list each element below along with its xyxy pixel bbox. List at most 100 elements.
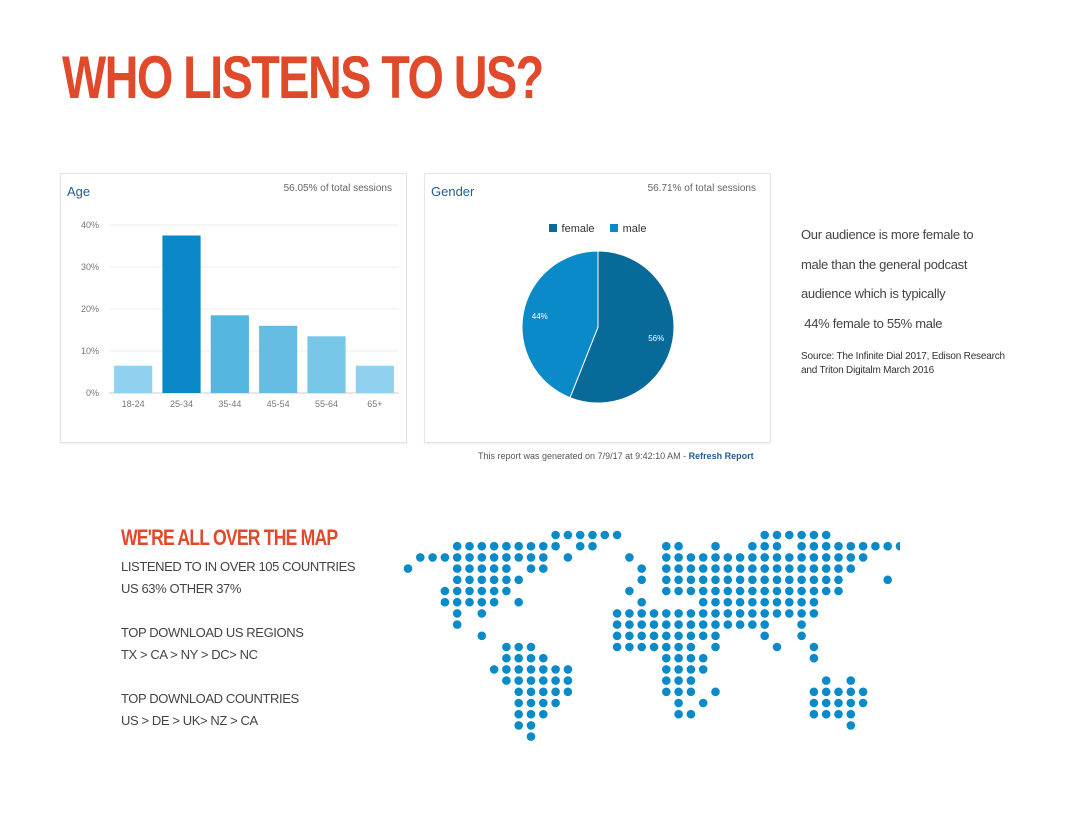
- legend-label-male: male: [622, 223, 647, 235]
- gender-card-title: Gender: [431, 184, 475, 199]
- y-tick-label: 30%: [81, 262, 99, 272]
- map-dot: [662, 586, 671, 596]
- map-dot: [551, 676, 560, 685]
- map-dot: [477, 609, 487, 618]
- map-dot: [526, 564, 536, 573]
- insight-line: 44% female to 55% male: [801, 315, 943, 331]
- map-dot: [637, 564, 646, 573]
- map-dot: [489, 575, 499, 585]
- map-dot: [809, 698, 819, 708]
- map-dot: [662, 653, 671, 663]
- map-dot: [723, 586, 733, 596]
- map-dot: [834, 564, 843, 573]
- map-dot: [846, 721, 856, 730]
- map-dot: [686, 620, 696, 629]
- legend-label-female: female: [561, 223, 595, 235]
- stat-spacer: [121, 601, 355, 623]
- map-dot: [797, 597, 806, 607]
- map-dot: [846, 709, 856, 719]
- map-dot: [772, 530, 782, 540]
- map-dot: [760, 586, 769, 596]
- map-dot: [895, 541, 900, 551]
- x-tick-label: 35-44: [218, 399, 241, 409]
- map-dot: [452, 597, 462, 607]
- map-dot: [686, 676, 696, 685]
- insight-line: Our audience is more female to: [801, 227, 974, 242]
- source-note: Source: The Infinite Dial 2017, Edison R…: [801, 351, 1005, 376]
- age-bar: [162, 235, 201, 393]
- map-dot: [797, 586, 806, 596]
- map-dot: [748, 553, 757, 562]
- map-dot: [465, 541, 474, 551]
- map-dot: [785, 609, 794, 618]
- map-dot: [526, 709, 536, 719]
- map-dot: [846, 676, 856, 685]
- map-dot: [674, 586, 683, 596]
- map-dot: [760, 530, 769, 540]
- map-dot: [489, 597, 499, 607]
- map-dot: [698, 586, 708, 596]
- map-dot: [674, 676, 683, 685]
- map-dot: [735, 597, 745, 607]
- map-dot: [502, 642, 511, 652]
- pie-label-male: 44%: [532, 312, 548, 321]
- map-dot: [514, 653, 523, 663]
- gender-legend: female male: [425, 223, 770, 235]
- stat-line: TOP DOWNLOAD COUNTRIES: [121, 691, 299, 706]
- map-dot: [686, 687, 696, 697]
- map-dot: [686, 609, 696, 618]
- map-dot: [821, 709, 831, 719]
- map-dot: [514, 575, 523, 585]
- map-dot: [452, 586, 462, 596]
- map-dot: [686, 642, 696, 652]
- map-dot: [662, 553, 671, 562]
- map-dot: [674, 687, 683, 697]
- map-dot: [723, 553, 733, 562]
- map-dot: [772, 586, 782, 596]
- refresh-report-link[interactable]: Refresh Report: [688, 451, 754, 461]
- stat-line: TOP DOWNLOAD US REGIONS: [121, 625, 304, 640]
- map-dot: [612, 609, 622, 618]
- y-tick-label: 10%: [81, 346, 99, 356]
- map-dot: [772, 553, 782, 562]
- map-dot: [563, 665, 573, 674]
- map-dot: [821, 530, 831, 540]
- map-dot: [526, 541, 536, 551]
- map-dot: [674, 709, 683, 719]
- map-dot: [723, 609, 733, 618]
- map-dot: [797, 553, 806, 562]
- map-dot: [785, 553, 794, 562]
- male-swatch: [609, 224, 618, 232]
- x-tick-label: 55-64: [315, 399, 338, 409]
- map-dot: [809, 642, 819, 652]
- map-dot: [834, 553, 843, 562]
- map-dot: [674, 564, 683, 573]
- map-dot: [674, 631, 683, 641]
- map-dot: [883, 575, 892, 585]
- map-dot: [698, 665, 708, 674]
- map-dot: [662, 564, 671, 573]
- insight-line: male than the general podcast: [801, 256, 968, 272]
- map-dot: [612, 530, 622, 540]
- map-section-title: WE'RE ALL OVER THE MAP: [121, 525, 338, 550]
- map-dot: [563, 676, 573, 685]
- insight-panel: Our audience is more female to male than…: [801, 220, 1031, 378]
- map-dot: [674, 609, 683, 618]
- map-dot: [686, 564, 696, 573]
- map-dot: [625, 609, 634, 618]
- map-dot: [674, 553, 683, 562]
- map-dot: [526, 665, 536, 674]
- map-dot: [809, 575, 819, 585]
- gender-chart-card: Gender 56.71% of total sessions female m…: [424, 173, 771, 443]
- map-dot: [834, 586, 843, 596]
- map-dot: [662, 609, 671, 618]
- map-dot: [625, 631, 634, 641]
- map-dot: [821, 586, 831, 596]
- map-dot: [834, 541, 843, 551]
- map-dot: [539, 665, 548, 674]
- map-dot: [686, 653, 696, 663]
- map-dot: [514, 541, 523, 551]
- map-dot: [662, 620, 671, 629]
- x-tick-label: 45-54: [267, 399, 290, 409]
- map-dot: [846, 553, 856, 562]
